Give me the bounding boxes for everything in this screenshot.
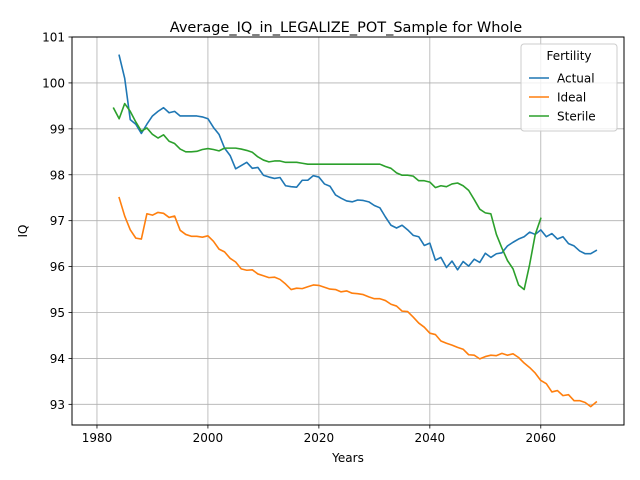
- y-tick-label: 93: [50, 398, 65, 412]
- legend-title: Fertility: [546, 49, 591, 63]
- y-tick-label: 100: [42, 76, 65, 90]
- legend: Fertility Actual Ideal Sterile: [521, 44, 617, 131]
- legend-label-actual: Actual: [557, 72, 595, 86]
- x-axis-label: Years: [331, 451, 364, 465]
- y-tick-label: 96: [50, 260, 65, 274]
- x-tick-label: 2000: [193, 431, 224, 445]
- y-axis-label: IQ: [16, 225, 30, 238]
- x-tick-label: 2060: [526, 431, 557, 445]
- x-tick-label: 2040: [415, 431, 446, 445]
- y-tick-label: 99: [50, 122, 65, 136]
- legend-label-ideal: Ideal: [557, 91, 586, 105]
- legend-label-sterile: Sterile: [557, 110, 596, 124]
- x-tick-label: 2020: [304, 431, 335, 445]
- y-tick-label: 98: [50, 168, 65, 182]
- y-tick-label: 95: [50, 306, 65, 320]
- y-tick-label: 101: [42, 31, 65, 45]
- y-tick-label: 97: [50, 214, 65, 228]
- x-tick-label: 1980: [82, 431, 113, 445]
- y-tick-label: 94: [50, 352, 65, 366]
- chart-title: Average_IQ_in_LEGALIZE_POT_Sample for Wh…: [170, 20, 523, 36]
